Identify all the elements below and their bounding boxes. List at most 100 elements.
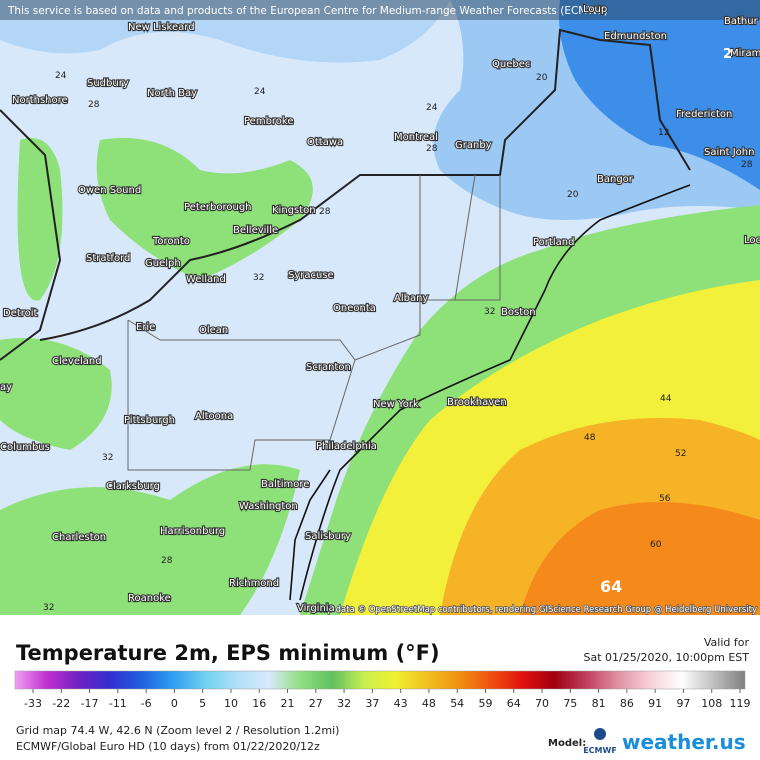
city-label: Portland xyxy=(533,237,574,248)
colorbar-tick-label: 86 xyxy=(620,697,634,710)
city-label: Clarksburg xyxy=(106,481,160,492)
city-label: Richmond xyxy=(229,578,279,589)
city-label: New Liskeard xyxy=(128,22,195,33)
city-label: Sudbury xyxy=(87,78,129,89)
legend-title: Temperature 2m, EPS minimum (°F) xyxy=(16,641,440,665)
colorbar-tick-label: 97 xyxy=(676,697,690,710)
city-label: North Bay xyxy=(147,88,197,99)
city-label: Belleville xyxy=(233,225,278,236)
banner-bg xyxy=(0,0,760,20)
city-label: Bathur xyxy=(724,16,759,27)
city-label: Charleston xyxy=(52,532,106,543)
contour-label: 20 xyxy=(567,190,579,200)
colorbar-tick-label: 119 xyxy=(730,697,751,710)
coastline xyxy=(289,184,691,601)
contour-label: 28 xyxy=(426,144,438,154)
city-label: Loc xyxy=(744,235,760,246)
city-label: Altoona xyxy=(195,411,233,422)
contour-label: 44 xyxy=(660,394,672,404)
colorbar xyxy=(14,670,746,690)
colorbar-tick-label: -33 xyxy=(24,697,42,710)
temp-zone xyxy=(0,338,112,450)
banner: This service is based on data and produc… xyxy=(7,5,608,17)
temp-zone xyxy=(520,502,760,615)
city-label: Granby xyxy=(455,140,492,151)
city-label: Brookhaven xyxy=(447,397,507,408)
contour-label: 24 xyxy=(426,103,438,113)
city-label: Scranton xyxy=(306,362,351,373)
colorbar-tick-label: 48 xyxy=(422,697,436,710)
temp-zone xyxy=(96,138,313,280)
city-label: Pittsburgh xyxy=(124,415,175,426)
city-label: Washington xyxy=(239,501,298,512)
colorbar-tick-label: 21 xyxy=(281,697,295,710)
colorbar-tick-label: -6 xyxy=(141,697,152,710)
city-label: Guelph xyxy=(145,258,181,269)
temp-zone xyxy=(559,0,760,190)
contour-label: 64 xyxy=(600,577,622,596)
state-lines xyxy=(127,174,501,471)
colorbar-tick-label: 27 xyxy=(309,697,323,710)
contour-label: 2 xyxy=(723,47,732,62)
contour-label: 28 xyxy=(319,207,331,217)
contour-label: 32 xyxy=(43,603,54,613)
city-label: Boston xyxy=(501,307,536,318)
colorbar-tick-label: -17 xyxy=(81,697,99,710)
contour-label: 32 xyxy=(253,273,264,283)
contour-label: 24 xyxy=(254,87,266,97)
city-label: Edmundston xyxy=(604,31,667,42)
temp-zone xyxy=(17,138,63,301)
model-label: Model: xyxy=(548,738,586,749)
colorbar-tick-label: 59 xyxy=(478,697,492,710)
city-label: Quebec xyxy=(492,59,530,70)
city-label: Harrisonburg xyxy=(160,526,225,537)
colorbar-tick-label: 16 xyxy=(252,697,266,710)
colorbar-tick-label: -11 xyxy=(109,697,127,710)
city-label: New York xyxy=(373,399,419,410)
borders xyxy=(0,28,691,361)
city-label: Detroit xyxy=(3,308,38,319)
city-label: Oneonta xyxy=(333,303,376,314)
contour-label: 48 xyxy=(584,433,596,443)
contour-label: 28 xyxy=(161,556,173,566)
colorbar-tick-label: 70 xyxy=(535,697,549,710)
city-label: Olean xyxy=(199,325,228,336)
model-name: ECMWF xyxy=(583,746,617,755)
colorbar-tick-label: 0 xyxy=(171,697,178,710)
contour-labels: 24 28 24 24 28 28 32 32 20 20 12 28 32 2… xyxy=(43,47,753,613)
colorbar-tick-label: -22 xyxy=(52,697,70,710)
city-labels: New Liskeard Sudbury North Bay Northshor… xyxy=(0,3,760,615)
city-label: Columbus xyxy=(0,442,50,453)
city-label: Stratford xyxy=(86,253,130,264)
attribution: Map data © OpenStreetMap contributors, r… xyxy=(315,605,757,615)
colorbar-tick-label: 43 xyxy=(394,697,408,710)
colorbar-tick-label: 32 xyxy=(337,697,351,710)
city-label: Ottawa xyxy=(307,137,343,148)
city-label: Fredericton xyxy=(676,109,732,120)
source-info: ECMWF/Global Euro HD (10 days) from 01/2… xyxy=(16,740,320,753)
temp-zone xyxy=(0,464,300,615)
city-label: Northshore xyxy=(12,95,68,106)
city-label: Peterborough xyxy=(184,202,252,213)
colorbar-tick-label: 75 xyxy=(563,697,577,710)
model-logo xyxy=(594,728,606,740)
contour-label: 12 xyxy=(658,128,669,138)
contour-label: 60 xyxy=(650,540,662,550)
contour-label: 28 xyxy=(741,160,753,170)
colorbar-tick-label: 5 xyxy=(199,697,206,710)
colorbar-tick-label: 54 xyxy=(450,697,464,710)
valid-label: Valid for xyxy=(704,636,750,649)
city-label: Montreal xyxy=(394,132,438,143)
city-label: Kingston xyxy=(272,205,316,216)
contour-label: 20 xyxy=(536,73,548,83)
city-label: Loup xyxy=(583,4,607,15)
contour-label: 24 xyxy=(55,71,67,81)
colorbar-tick-label: 108 xyxy=(701,697,722,710)
colorbar-tick-label: 81 xyxy=(592,697,606,710)
city-label: Miram xyxy=(730,48,760,59)
city-label: Welland xyxy=(186,274,226,285)
city-label: Salisbury xyxy=(305,531,351,542)
city-label: Erie xyxy=(136,322,155,333)
city-label: Pembroke xyxy=(244,116,294,127)
